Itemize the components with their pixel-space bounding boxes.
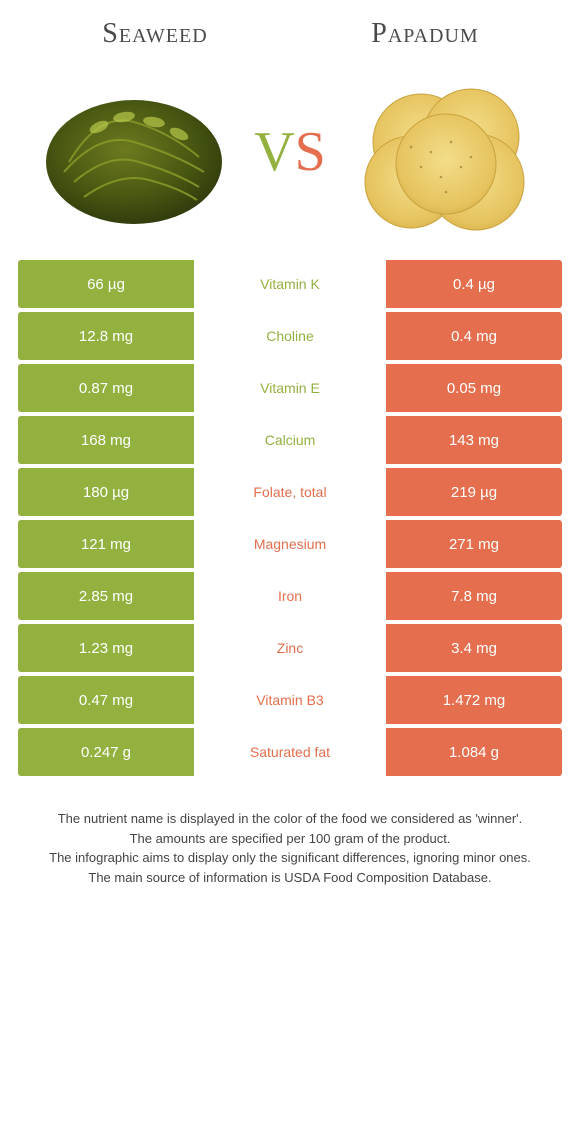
value-left: 0.87 mg xyxy=(18,364,194,412)
value-left: 1.23 mg xyxy=(18,624,194,672)
table-row: 121 mgMagnesium271 mg xyxy=(18,520,562,568)
nutrient-name: Vitamin E xyxy=(194,364,386,412)
table-row: 180 µgFolate, total219 µg xyxy=(18,468,562,516)
table-row: 168 mgCalcium143 mg xyxy=(18,416,562,464)
footnote-line: The amounts are specified per 100 gram o… xyxy=(22,830,558,848)
value-left: 180 µg xyxy=(18,468,194,516)
value-right: 0.4 mg xyxy=(386,312,562,360)
table-row: 0.47 mgVitamin B31.472 mg xyxy=(18,676,562,724)
footnote-line: The infographic aims to display only the… xyxy=(22,849,558,867)
value-right: 0.4 µg xyxy=(386,260,562,308)
footnotes: The nutrient name is displayed in the co… xyxy=(0,780,580,886)
title-left: Seaweed xyxy=(20,18,290,50)
value-right: 0.05 mg xyxy=(386,364,562,412)
value-right: 1.084 g xyxy=(386,728,562,776)
nutrient-name: Zinc xyxy=(194,624,386,672)
value-left: 2.85 mg xyxy=(18,572,194,620)
value-left: 0.247 g xyxy=(18,728,194,776)
nutrient-name: Vitamin B3 xyxy=(194,676,386,724)
table-row: 66 µgVitamin K0.4 µg xyxy=(18,260,562,308)
papadum-icon xyxy=(351,72,541,232)
table-row: 1.23 mgZinc3.4 mg xyxy=(18,624,562,672)
value-right: 271 mg xyxy=(386,520,562,568)
hero-row: VS xyxy=(0,58,580,260)
value-right: 143 mg xyxy=(386,416,562,464)
footnote-line: The nutrient name is displayed in the co… xyxy=(22,810,558,828)
food-image-left xyxy=(20,62,248,242)
nutrient-table: 66 µgVitamin K0.4 µg12.8 mgCholine0.4 mg… xyxy=(0,260,580,776)
seaweed-icon xyxy=(39,72,229,232)
titles-row: Seaweed Papadum xyxy=(0,0,580,58)
value-right: 219 µg xyxy=(386,468,562,516)
value-left: 12.8 mg xyxy=(18,312,194,360)
value-left: 121 mg xyxy=(18,520,194,568)
nutrient-name: Calcium xyxy=(194,416,386,464)
nutrient-name: Iron xyxy=(194,572,386,620)
nutrient-name: Magnesium xyxy=(194,520,386,568)
value-left: 0.47 mg xyxy=(18,676,194,724)
vs-s: S xyxy=(295,120,326,184)
value-right: 1.472 mg xyxy=(386,676,562,724)
vs-v: V xyxy=(254,120,294,184)
footnote-line: The main source of information is USDA F… xyxy=(22,869,558,887)
food-image-right xyxy=(332,62,560,242)
nutrient-name: Folate, total xyxy=(194,468,386,516)
value-right: 3.4 mg xyxy=(386,624,562,672)
table-row: 12.8 mgCholine0.4 mg xyxy=(18,312,562,360)
value-left: 66 µg xyxy=(18,260,194,308)
title-right: Papadum xyxy=(290,18,560,50)
nutrient-name: Saturated fat xyxy=(194,728,386,776)
value-left: 168 mg xyxy=(18,416,194,464)
value-right: 7.8 mg xyxy=(386,572,562,620)
table-row: 2.85 mgIron7.8 mg xyxy=(18,572,562,620)
nutrient-name: Choline xyxy=(194,312,386,360)
vs-label: VS xyxy=(248,120,332,184)
table-row: 0.87 mgVitamin E0.05 mg xyxy=(18,364,562,412)
nutrient-name: Vitamin K xyxy=(194,260,386,308)
table-row: 0.247 gSaturated fat1.084 g xyxy=(18,728,562,776)
